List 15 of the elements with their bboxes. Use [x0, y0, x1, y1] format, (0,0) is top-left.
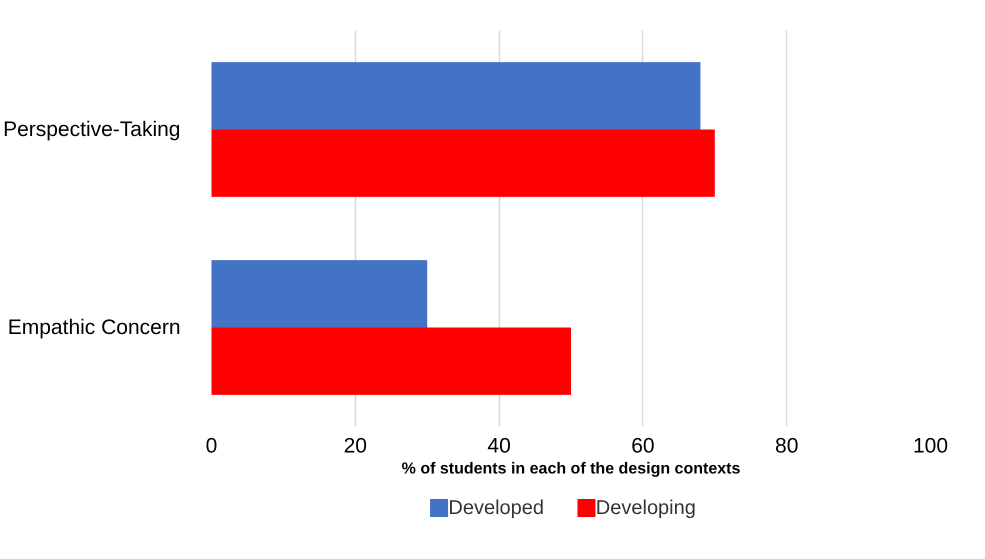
x-tick-label: 60 [631, 434, 655, 458]
y-tick-label: Perspective-Taking [3, 118, 181, 141]
legend-label: Developing [596, 497, 696, 519]
y-tick-label: Empathic Concern [8, 316, 180, 339]
legend-label: Developed [448, 497, 544, 519]
x-tick-label: 20 [344, 434, 367, 458]
x-tick-label: 40 [487, 434, 511, 458]
bar [212, 260, 428, 328]
bar [212, 130, 715, 197]
bar [212, 62, 700, 130]
x-tick-label: 100 [912, 434, 948, 458]
x-tick-label: 0 [206, 434, 218, 458]
x-axis-title: % of students in each of the design contexts [402, 460, 740, 478]
x-tick-label: 80 [775, 434, 798, 458]
bar [212, 328, 571, 395]
